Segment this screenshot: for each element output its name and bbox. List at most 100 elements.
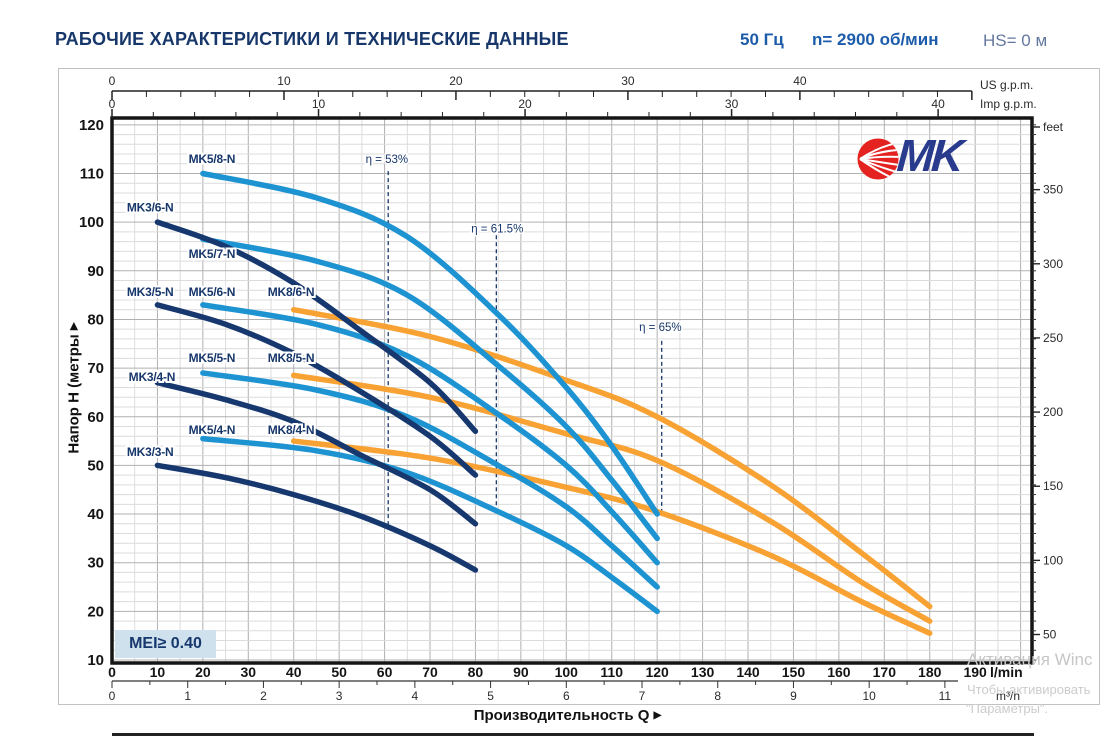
- curve-mk3-5-n: [154, 302, 479, 478]
- svg-text:110: 110: [80, 166, 104, 183]
- svg-text:η = 61.5%: η = 61.5%: [471, 223, 523, 235]
- figure-frame: [58, 68, 1100, 705]
- svg-text:20: 20: [87, 603, 104, 620]
- svg-text:10: 10: [150, 664, 166, 680]
- svg-text:l/min: l/min: [990, 664, 1023, 680]
- svg-text:30: 30: [87, 555, 104, 572]
- svg-text:m³/h: m³/h: [996, 689, 1020, 703]
- svg-text:11: 11: [939, 689, 952, 703]
- svg-text:40: 40: [286, 664, 302, 680]
- svg-text:30: 30: [725, 97, 739, 111]
- brand-logo: MK: [855, 130, 1005, 186]
- windows-activation-watermark-line3: "Параметры".: [966, 701, 1049, 716]
- svg-text:250: 250: [1043, 331, 1063, 345]
- svg-text:90: 90: [87, 263, 104, 280]
- bottom-divider: [112, 733, 1034, 736]
- svg-text:MK5/8-N: MK5/8-N: [189, 152, 236, 166]
- svg-text:100: 100: [555, 664, 579, 680]
- svg-text:120: 120: [79, 117, 104, 134]
- suction-head-label: HS= 0 м: [983, 31, 1048, 50]
- svg-text:110: 110: [600, 664, 623, 680]
- svg-text:0: 0: [109, 689, 116, 703]
- svg-text:10: 10: [312, 97, 326, 111]
- svg-text:7: 7: [639, 689, 646, 703]
- svg-text:0: 0: [109, 74, 116, 88]
- svg-text:MK8/4-N: MK8/4-N: [268, 423, 315, 437]
- svg-text:70: 70: [422, 664, 438, 680]
- svg-text:10: 10: [862, 689, 876, 703]
- svg-text:2: 2: [260, 689, 267, 703]
- svg-text:80: 80: [87, 311, 104, 328]
- windows-activation-watermark-line1: Активация Winc: [967, 650, 1093, 669]
- frequency-label: 50 Гц: [740, 30, 784, 49]
- axis-feet: 50 100 150 200 250 300 350 feet: [1032, 120, 1064, 661]
- svg-text:20: 20: [195, 664, 211, 680]
- logo-fan-icon: [857, 138, 899, 180]
- svg-text:η = 53%: η = 53%: [366, 154, 409, 166]
- svg-text:50: 50: [1043, 628, 1057, 642]
- svg-text:140: 140: [736, 664, 760, 680]
- svg-text:160: 160: [827, 664, 851, 680]
- axis-m3h: 0 1 2 3 4 5 6 7 8 9 10 11 m³/h: [109, 680, 1020, 703]
- curve-labels: MK8/6-N MK8/5-N MK8/4-N MK5/8-N MK5/7-N MK5/6…: [125, 150, 317, 461]
- svg-text:10: 10: [87, 652, 104, 669]
- svg-text:20: 20: [449, 74, 463, 88]
- svg-text:0: 0: [109, 97, 116, 111]
- svg-text:MK3/6-N: MK3/6-N: [127, 201, 174, 215]
- svg-text:0: 0: [108, 664, 116, 680]
- up-arrow-icon: ▶: [68, 322, 80, 331]
- svg-text:40: 40: [931, 97, 945, 111]
- svg-text:40: 40: [87, 506, 104, 523]
- mei-badge: MEI≥ 0.40: [115, 630, 216, 658]
- curve-mk3-6-n: [154, 219, 479, 435]
- svg-text:100: 100: [79, 214, 104, 231]
- svg-text:200: 200: [1043, 405, 1063, 419]
- windows-activation-watermark-line2: Чтобы активировать: [967, 682, 1091, 697]
- logo-text: MK: [895, 130, 963, 181]
- svg-text:60: 60: [377, 664, 393, 680]
- svg-text:80: 80: [468, 664, 484, 680]
- speed-label: n= 2900 об/мин: [812, 30, 939, 49]
- svg-text:30: 30: [621, 74, 635, 88]
- page-title: РАБОЧИЕ ХАРАКТЕРИСТИКИ И ТЕХНИЧЕСКИЕ ДАН…: [55, 29, 569, 49]
- right-arrow-icon: ▶: [653, 710, 662, 721]
- svg-text:8: 8: [714, 689, 721, 703]
- svg-text:6: 6: [563, 689, 570, 703]
- x-axis-title: Производительность Q ▶: [473, 707, 662, 724]
- svg-text:30: 30: [241, 664, 257, 680]
- svg-text:70: 70: [87, 360, 104, 377]
- svg-text:MK8/5-N: MK8/5-N: [268, 351, 315, 365]
- svg-text:20: 20: [518, 97, 532, 111]
- svg-text:50: 50: [331, 664, 347, 680]
- plot-border: [110, 116, 1034, 665]
- svg-text:Imp g.p.m.: Imp g.p.m.: [980, 97, 1037, 111]
- curve-mk3-4-n: [154, 379, 479, 527]
- y-axis-title: Напор H (метры ▶: [65, 322, 83, 454]
- svg-text:MK5/7-N: MK5/7-N: [189, 247, 236, 261]
- curve-mk5-4-n: [200, 435, 660, 615]
- svg-text:MK3/3-N: MK3/3-N: [127, 445, 174, 459]
- svg-text:MK5/4-N: MK5/4-N: [189, 423, 236, 437]
- svg-text:3: 3: [336, 689, 343, 703]
- svg-text:150: 150: [782, 664, 806, 680]
- curve-mk3-3-n: [154, 462, 479, 573]
- axis-meters: 10 20 30 40 50 60 70 80 90 100 110 120: [79, 117, 104, 669]
- svg-text:180: 180: [918, 664, 942, 680]
- svg-text:MK3/5-N: MK3/5-N: [127, 285, 174, 299]
- curve-mk5-8-n: [200, 170, 660, 517]
- svg-text:feet: feet: [1043, 120, 1064, 134]
- svg-text:90: 90: [513, 664, 529, 680]
- svg-text:50: 50: [87, 457, 104, 474]
- svg-text:MK5/5-N: MK5/5-N: [189, 351, 236, 365]
- axis-us-gpm: 0 10 20 30 40 US g.p.m.: [109, 74, 1033, 100]
- svg-text:9: 9: [790, 689, 797, 703]
- svg-text:MK3/4-N: MK3/4-N: [129, 370, 176, 384]
- pump-curves: [154, 170, 933, 636]
- svg-text:60: 60: [87, 409, 104, 426]
- curve-mk8-6-n: [290, 306, 933, 610]
- svg-text:300: 300: [1043, 257, 1063, 271]
- svg-text:350: 350: [1043, 183, 1063, 197]
- svg-text:MK8/6-N: MK8/6-N: [268, 285, 315, 299]
- svg-text:100: 100: [1043, 553, 1063, 567]
